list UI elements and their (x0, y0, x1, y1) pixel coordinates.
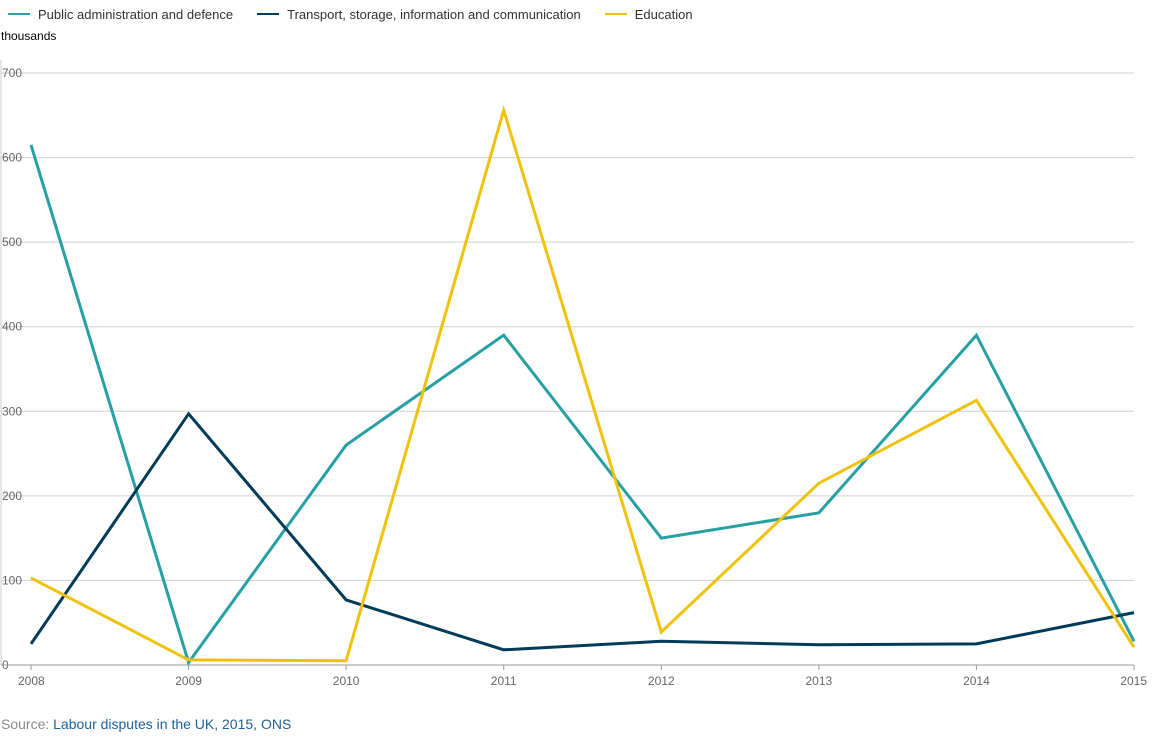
x-tick-label: 2015 (1120, 674, 1147, 688)
legend-swatch (257, 13, 280, 15)
source-prefix: Source: (1, 716, 54, 732)
y-tick-label: 600 (2, 151, 22, 165)
y-tick-label: 500 (2, 235, 22, 249)
x-axis: 2008 2009 2010 2011 2012 2013 2014 2015 (1, 664, 1147, 688)
legend-swatch (604, 13, 627, 15)
x-tick-label: 2013 (806, 674, 833, 688)
y-axis-unit-label: thousands (1, 29, 57, 43)
y-tick-label: 300 (2, 404, 22, 418)
legend-label: Public administration and defence (38, 6, 234, 22)
x-tick-label: 2014 (963, 674, 990, 688)
legend-item-education[interactable]: Education (604, 6, 693, 22)
legend-item-transport[interactable]: Transport, storage, information and comm… (257, 7, 581, 22)
y-tick-label: 100 (2, 573, 22, 587)
legend-swatch (8, 13, 30, 15)
series-line-1[interactable] (29, 411, 1135, 652)
x-tick-label: 2011 (491, 674, 517, 688)
legend-label: Education (634, 6, 693, 22)
source-note: Source: Labour disputes in the UK, 2015,… (1, 716, 291, 732)
legend-label: Transport, storage, information and comm… (287, 6, 581, 22)
x-tick-label: 2008 (18, 674, 45, 688)
x-tick-label: 2009 (175, 674, 202, 688)
legend-item-public-administration[interactable]: Public administration and defence (8, 7, 233, 22)
source-link[interactable]: Labour disputes in the UK, 2015, ONS (53, 716, 292, 732)
x-tick-label: 2012 (648, 674, 675, 688)
series-line-0[interactable] (29, 144, 1136, 666)
series-lines (29, 104, 1136, 666)
y-tick-label: 700 (2, 66, 22, 80)
y-tick-label: 200 (2, 489, 22, 503)
gridlines (0, 60, 1134, 665)
y-tick-label: 400 (2, 320, 22, 334)
x-tick-label: 2010 (333, 674, 360, 688)
series-line-2[interactable] (30, 104, 1136, 663)
chart-legend: Public administration and defence Transp… (8, 5, 717, 23)
